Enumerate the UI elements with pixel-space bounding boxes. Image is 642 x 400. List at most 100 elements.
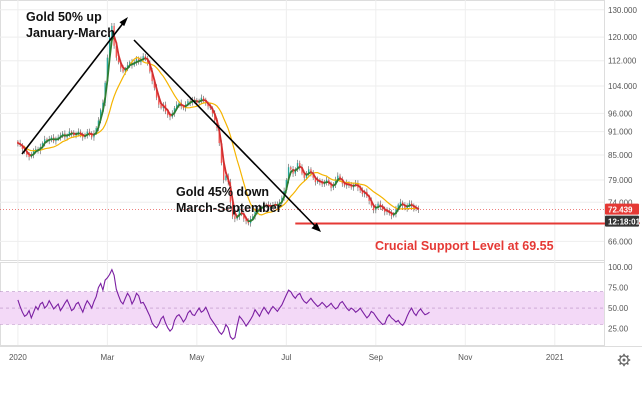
candle-body [316, 179, 319, 183]
candle-body [73, 133, 75, 136]
candle-body [173, 108, 176, 114]
rise-label-line2: January-March [26, 26, 115, 40]
candle-body [312, 173, 314, 178]
candle-body [355, 183, 357, 186]
candle-body [135, 59, 138, 63]
fast-moving-average-segment [227, 178, 232, 188]
rsi-tick-label: 100.00 [608, 263, 633, 272]
gear-icon[interactable] [617, 353, 631, 367]
candle-body [167, 111, 169, 116]
candle-body [151, 71, 153, 82]
fast-moving-average-segment [218, 129, 223, 146]
candle-body [66, 135, 68, 138]
fast-moving-average-segment [231, 199, 236, 214]
candle-body [240, 209, 243, 215]
candle-body [343, 183, 346, 186]
candle-body [99, 109, 102, 121]
countdown-badge-bg [605, 215, 639, 227]
candle-body [220, 143, 223, 164]
last-price-badge-bg [605, 203, 639, 215]
candle-body [404, 205, 406, 209]
fast-moving-average-segment [220, 143, 225, 163]
candle-body [238, 209, 241, 217]
fast-moving-average-segment [99, 110, 104, 121]
candle-body [368, 196, 370, 201]
fast-moving-average-segment [280, 196, 286, 203]
rsi-axis: 100.00 75.00 50.00 25.00 [608, 263, 633, 334]
candle-body [225, 175, 227, 180]
time-tick-label: May [189, 353, 204, 362]
fast-moving-average-segment [108, 39, 113, 60]
candle-body [321, 182, 323, 185]
candle-body [413, 206, 415, 209]
fast-moving-average-segment [104, 79, 109, 100]
candle-body [91, 133, 93, 138]
price-tick-label: 66.000 [608, 237, 633, 246]
fall-arrow [133, 39, 318, 229]
fall-label-line1: Gold 45% down [176, 185, 269, 199]
fast-moving-average-segment [157, 95, 162, 105]
candle-body [68, 131, 71, 136]
fast-moving-average-segment [102, 97, 107, 112]
rsi-series [17, 268, 430, 341]
rsi-tick-label: 75.00 [608, 284, 629, 293]
candle-body [86, 131, 88, 136]
candle-body [153, 81, 156, 88]
candle-body [108, 37, 111, 58]
candle-body [55, 139, 57, 142]
candle-body [44, 139, 46, 144]
gear-icon-hub [622, 358, 626, 362]
candle-body [361, 190, 364, 195]
candle-body [287, 167, 290, 180]
candle-body [370, 200, 373, 206]
gear-icon-teeth [617, 353, 631, 367]
moving-averages [16, 35, 420, 223]
candle-body [408, 203, 411, 206]
rise-label-line1: Gold 50% up [26, 10, 102, 24]
fast-moving-average-segment [148, 63, 154, 73]
time-tick-label: 2020 [9, 353, 27, 362]
candle-body [200, 97, 203, 102]
candle-body [223, 163, 225, 180]
fall-arrowhead [311, 222, 321, 232]
price-tick-label: 91.000 [608, 128, 633, 137]
fast-moving-average-segment [285, 178, 290, 191]
candle-body [111, 25, 113, 38]
candle-body [178, 102, 180, 105]
candle-body [375, 207, 377, 211]
countdown-badge: 12:18:01 [605, 215, 641, 227]
trend-arrows [21, 17, 321, 232]
candle-body [350, 185, 352, 188]
rise-arrowhead [119, 17, 128, 27]
fast-moving-average-segment [222, 160, 227, 174]
candle-body [126, 65, 129, 69]
candle-body [158, 97, 160, 105]
candle-body [122, 68, 124, 72]
candle-body [82, 135, 84, 138]
price-tick-label: 104.000 [608, 82, 637, 91]
fast-moving-average-segment [415, 206, 420, 210]
time-tick-label: Nov [458, 353, 472, 362]
time-tick-label: Jul [281, 353, 291, 362]
fast-moving-average-segment [153, 79, 158, 90]
candle-body [120, 62, 122, 69]
price-tick-label: 85.000 [608, 151, 633, 160]
gear-tooth [619, 362, 622, 365]
gear-tooth [626, 355, 629, 358]
candle-body [41, 143, 44, 148]
fast-moving-average-segment [95, 126, 100, 134]
fast-moving-average-segment [117, 54, 122, 64]
rsi-band [0, 291, 604, 325]
candle-body [337, 175, 339, 180]
candle-body [129, 62, 131, 66]
price-tick-label: 120.000 [608, 33, 637, 42]
candle-body [399, 202, 402, 205]
candle-body [252, 216, 254, 219]
fast-moving-average-segment [106, 57, 111, 82]
candle-body [256, 207, 258, 212]
candle-body [142, 56, 144, 60]
candle-body [384, 209, 386, 213]
fast-moving-average-segment [229, 185, 234, 201]
rise-arrow [21, 21, 125, 155]
